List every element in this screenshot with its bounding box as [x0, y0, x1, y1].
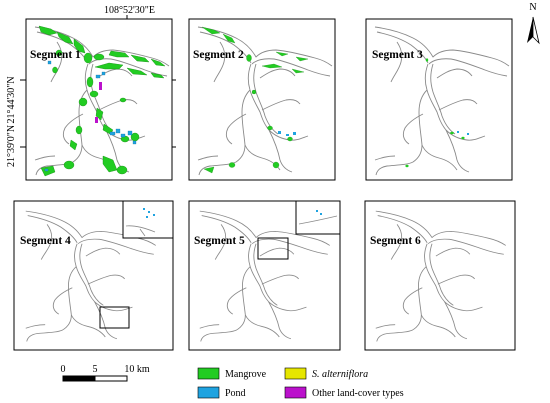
longitude-label: 108°52'30"E: [104, 5, 155, 16]
map-panel-segment-6: Segment 6: [364, 200, 516, 351]
legend-swatch-other-land-cover: [284, 386, 307, 399]
north-arrow-icon: N: [527, 2, 540, 45]
north-label: N: [529, 2, 536, 13]
segment-4-title: Segment 4: [20, 235, 71, 247]
segment-4-inset: [122, 200, 174, 239]
legend-item-mangrove: Mangrove: [197, 367, 267, 380]
legend-swatch-pond: [197, 386, 220, 399]
segment-3-title: Segment 3: [372, 49, 423, 61]
segment-4-zoom-box: [99, 306, 130, 329]
segment-4-inset-ponds: [143, 208, 155, 218]
scale-segment-black: [62, 375, 96, 382]
segment-6-title: Segment 6: [370, 235, 421, 247]
map-panel-segment-5: Segment 5: [188, 200, 341, 351]
segment-2-title: Segment 2: [193, 49, 244, 61]
legend-item-pond: Pond: [197, 386, 246, 399]
legend-label-pond: Pond: [225, 388, 246, 399]
legend-label-s-alterniflora: S. alterniflora: [312, 369, 368, 380]
legend-item-s-alterniflora: S. alterniflora: [284, 367, 368, 380]
legend-swatch-mangrove: [197, 367, 220, 380]
segment-1-title: Segment 1: [30, 49, 81, 61]
latitude-label-upper: 21°44'30"N: [6, 76, 17, 123]
legend-label-other-land-cover: Other land-cover types: [312, 388, 404, 399]
latitude-label-lower: 21°39'0"N: [6, 125, 17, 167]
scale-bar: 0 5 10 km: [61, 364, 150, 382]
legend-item-other-land-cover: Other land-cover types: [284, 386, 404, 399]
map-panel-segment-3: Segment 3: [365, 18, 513, 181]
segment-5-zoom-box: [257, 237, 289, 260]
map-panel-segment-2: Segment 2: [188, 18, 336, 181]
map-panel-segment-4: Segment 4: [13, 200, 174, 351]
legend: Mangrove S. alterniflora Pond Other land…: [197, 367, 404, 399]
scale-label-0: 0: [61, 364, 66, 375]
scale-label-5: 5: [93, 364, 98, 375]
scale-label-10: 10 km: [124, 364, 150, 375]
map-panel-segment-1: Segment 1: [20, 18, 176, 181]
segment-5-inset: [295, 200, 341, 235]
segment-5-title: Segment 5: [194, 235, 245, 247]
segment-5-inset-ponds: [316, 210, 322, 215]
legend-label-mangrove: Mangrove: [225, 369, 267, 380]
scale-segment-white: [94, 375, 128, 382]
legend-swatch-s-alterniflora: [284, 367, 307, 380]
